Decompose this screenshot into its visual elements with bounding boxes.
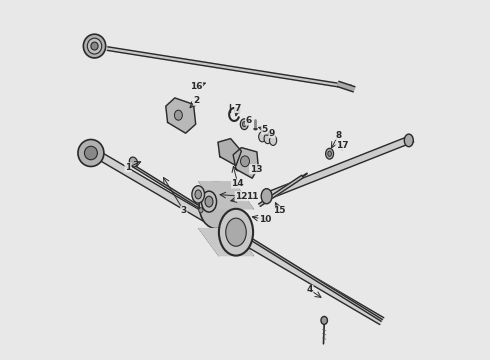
Ellipse shape <box>261 189 272 204</box>
Ellipse shape <box>404 134 413 147</box>
Ellipse shape <box>226 218 246 246</box>
Ellipse shape <box>199 182 233 229</box>
Ellipse shape <box>219 209 253 256</box>
Polygon shape <box>337 81 355 92</box>
Ellipse shape <box>201 191 217 212</box>
Polygon shape <box>259 175 303 206</box>
Text: 4: 4 <box>307 285 313 294</box>
Ellipse shape <box>129 157 138 167</box>
Polygon shape <box>166 98 196 133</box>
Text: 15: 15 <box>273 206 286 215</box>
Text: 5: 5 <box>262 125 268 134</box>
Text: 6: 6 <box>245 116 252 125</box>
Ellipse shape <box>326 148 334 159</box>
Text: 14: 14 <box>231 179 244 188</box>
Polygon shape <box>129 163 382 321</box>
Ellipse shape <box>264 134 271 144</box>
Text: 13: 13 <box>249 165 262 174</box>
Ellipse shape <box>240 119 248 130</box>
Ellipse shape <box>195 190 201 199</box>
Ellipse shape <box>84 146 98 160</box>
Ellipse shape <box>259 132 266 142</box>
Ellipse shape <box>243 122 246 127</box>
Ellipse shape <box>205 196 213 207</box>
Ellipse shape <box>87 38 102 54</box>
Text: 12: 12 <box>235 192 247 201</box>
Polygon shape <box>218 139 242 166</box>
Ellipse shape <box>192 186 204 203</box>
Text: 10: 10 <box>259 215 271 224</box>
Ellipse shape <box>220 220 224 225</box>
Polygon shape <box>265 135 414 199</box>
Text: 7: 7 <box>235 104 241 113</box>
Ellipse shape <box>174 110 182 120</box>
Polygon shape <box>199 182 253 209</box>
Text: 2: 2 <box>193 96 199 105</box>
Ellipse shape <box>328 151 331 157</box>
Text: 1: 1 <box>125 163 131 172</box>
Ellipse shape <box>78 140 104 167</box>
Text: 17: 17 <box>336 141 348 150</box>
Text: 16: 16 <box>190 82 203 91</box>
Polygon shape <box>107 47 351 89</box>
Text: 8: 8 <box>336 131 342 140</box>
Ellipse shape <box>91 42 98 50</box>
Polygon shape <box>199 229 253 256</box>
Ellipse shape <box>241 156 249 167</box>
Text: 3: 3 <box>181 206 187 215</box>
Text: 11: 11 <box>246 192 258 201</box>
Polygon shape <box>233 148 258 178</box>
Ellipse shape <box>83 34 106 58</box>
Ellipse shape <box>321 316 327 324</box>
Ellipse shape <box>270 135 277 145</box>
Ellipse shape <box>199 208 203 213</box>
Polygon shape <box>99 153 384 324</box>
Text: 9: 9 <box>269 129 275 138</box>
